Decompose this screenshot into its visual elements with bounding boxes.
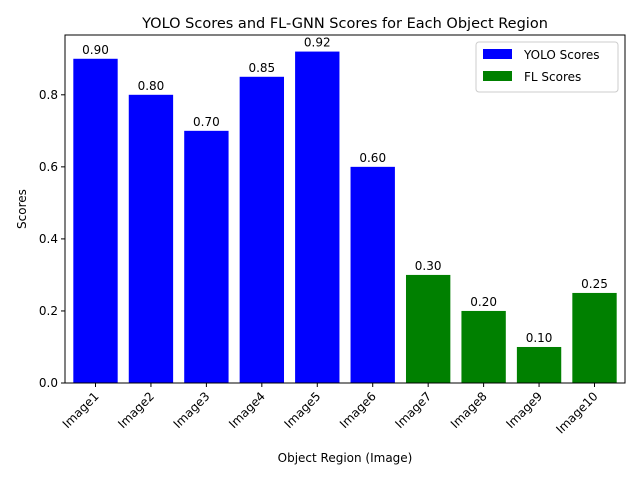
legend: YOLO Scores FL Scores bbox=[475, 41, 619, 93]
data-label-yolo-image2: 0.80 bbox=[138, 79, 165, 93]
bar-yolo-image1 bbox=[73, 58, 118, 383]
x-tick-label: Image9 bbox=[503, 389, 545, 431]
y-tick-label: 0.0 bbox=[39, 376, 58, 390]
bar-yolo-image3 bbox=[184, 130, 229, 383]
bars-layer bbox=[73, 51, 617, 384]
bar-fl-image7 bbox=[405, 274, 451, 383]
y-tick-label: 0.4 bbox=[39, 232, 58, 246]
bar-yolo-image2 bbox=[128, 94, 174, 384]
y-tick-label: 0.2 bbox=[39, 304, 58, 318]
data-label-fl-image9: 0.10 bbox=[526, 331, 553, 345]
bar-yolo-image5 bbox=[295, 51, 340, 383]
x-tick-label: Image1 bbox=[60, 389, 102, 431]
data-label-yolo-image1: 0.90 bbox=[82, 43, 109, 57]
legend-label-fl: FL Scores bbox=[524, 70, 581, 84]
y-tick-label: 0.6 bbox=[39, 160, 58, 174]
x-tick-label: Image3 bbox=[171, 389, 213, 431]
x-tick-label: Image5 bbox=[282, 389, 324, 431]
data-label-yolo-image6: 0.60 bbox=[359, 151, 386, 165]
y-axis: 0.0 0.2 0.4 0.6 0.8 bbox=[39, 88, 65, 390]
legend-swatch-fl bbox=[483, 71, 512, 81]
x-tick-label: Image2 bbox=[115, 389, 157, 431]
bar-fl-image8 bbox=[461, 310, 506, 383]
x-tick-label: Image10 bbox=[553, 389, 600, 436]
chart-title: YOLO Scores and FL-GNN Scores for Each O… bbox=[141, 16, 548, 32]
data-label-yolo-image3: 0.70 bbox=[193, 115, 220, 129]
x-tick-label: Image4 bbox=[226, 389, 268, 431]
y-tick-label: 0.8 bbox=[39, 88, 58, 102]
data-label-fl-image8: 0.20 bbox=[470, 295, 497, 309]
data-label-yolo-image4: 0.85 bbox=[248, 61, 275, 75]
bar-yolo-image6 bbox=[350, 166, 395, 383]
bar-yolo-image4 bbox=[239, 76, 285, 383]
data-label-yolo-image5: 0.92 bbox=[304, 36, 331, 50]
legend-label-yolo: YOLO Scores bbox=[523, 48, 600, 62]
data-label-fl-image7: 0.30 bbox=[415, 259, 442, 273]
x-axis: Image1 Image2 Image3 Image4 Image5 Image6 Imag… bbox=[60, 383, 601, 436]
data-label-fl-image10: 0.25 bbox=[581, 277, 608, 291]
plot-frame bbox=[64, 34, 626, 384]
bar-fl-image10 bbox=[572, 292, 617, 383]
x-axis-label: Object Region (Image) bbox=[278, 451, 413, 465]
y-axis-label: Scores bbox=[15, 189, 29, 229]
x-tick-label: Image7 bbox=[392, 389, 434, 431]
bar-fl-image9 bbox=[516, 346, 562, 383]
x-tick-label: Image6 bbox=[337, 389, 379, 431]
legend-swatch-yolo bbox=[483, 49, 512, 59]
data-labels-layer: 0.90 0.80 0.70 0.85 0.92 0.60 0.30 0.20 0.10 0.25 bbox=[82, 36, 608, 345]
x-tick-label: Image8 bbox=[448, 389, 490, 431]
